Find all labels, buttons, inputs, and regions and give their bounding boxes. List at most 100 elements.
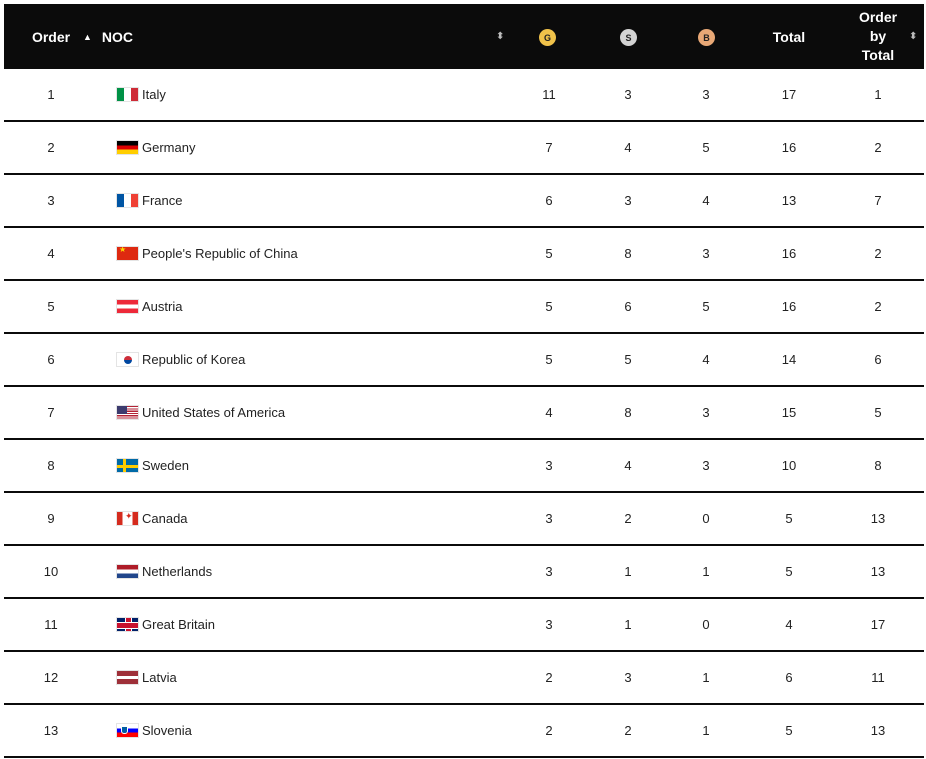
flag-netherlands-icon <box>116 564 139 579</box>
table-row: 9 Canada 3 2 0 5 13 <box>4 493 924 546</box>
column-header-order-by-total-label: Order by Total <box>848 8 908 65</box>
country-name: People's Republic of China <box>142 246 298 261</box>
cell-bronze: 1 <box>702 564 710 579</box>
cell-noc[interactable]: Great Britain <box>116 599 516 650</box>
cell-noc[interactable]: People's Republic of China <box>116 228 516 279</box>
cell-bronze: 0 <box>702 617 710 632</box>
cell-total: 5 <box>785 511 793 526</box>
cell-noc[interactable]: Austria <box>116 281 516 332</box>
cell-bronze: 5 <box>702 140 710 155</box>
bronze-medal-label: B <box>703 32 710 43</box>
country-name: Sweden <box>142 458 189 473</box>
cell-total: 15 <box>781 405 797 420</box>
cell-silver: 4 <box>624 140 632 155</box>
flag-sweden-icon <box>116 458 139 473</box>
flag-austria-icon <box>116 299 139 314</box>
cell-order: 9 <box>47 511 55 526</box>
cell-order-by-total: 5 <box>874 405 882 420</box>
country-name: Italy <box>142 87 166 102</box>
country-name: United States of America <box>142 405 286 420</box>
cell-total: 4 <box>785 617 793 632</box>
cell-bronze: 4 <box>702 352 710 367</box>
country-name: Austria <box>142 299 183 314</box>
country-name: Canada <box>142 511 188 526</box>
column-header-order[interactable]: Order <box>4 4 98 69</box>
cell-order: 13 <box>43 723 59 738</box>
cell-order-by-total: 11 <box>871 670 885 685</box>
cell-order-by-total: 8 <box>874 458 882 473</box>
cell-total: 6 <box>785 670 793 685</box>
cell-noc[interactable]: United States of America <box>116 387 516 438</box>
cell-noc[interactable]: Germany <box>116 122 516 173</box>
cell-order-by-total: 13 <box>870 723 886 738</box>
country-name: Republic of Korea <box>142 352 246 367</box>
cell-order-by-total: 1 <box>874 87 882 102</box>
sort-toggle-icon[interactable]: ⬍ <box>909 31 918 42</box>
cell-silver: 3 <box>624 193 632 208</box>
table-row: 8 Sweden 3 4 3 10 8 <box>4 440 924 493</box>
cell-noc[interactable]: France <box>116 175 516 226</box>
table-row: 3 France 6 3 4 13 7 <box>4 175 924 228</box>
cell-order: 5 <box>47 299 55 314</box>
cell-noc[interactable]: Republic of Korea <box>116 334 516 385</box>
bronze-medal-icon[interactable]: B <box>698 29 715 46</box>
cell-bronze: 3 <box>702 405 710 420</box>
cell-noc[interactable]: Netherlands <box>116 546 516 597</box>
column-header-total[interactable]: Total <box>748 4 830 69</box>
cell-order: 6 <box>47 352 55 367</box>
table-row: 6 Republic of Korea 5 5 4 14 6 <box>4 334 924 387</box>
medal-table: Order ▲ NOC ⬍ G S B Total Order by Total… <box>4 4 924 758</box>
column-header-noc[interactable]: ▲ NOC ⬍ <box>83 4 513 69</box>
gold-medal-icon[interactable]: G <box>539 29 556 46</box>
cell-silver: 1 <box>624 617 632 632</box>
column-header-order-by-total[interactable]: Order by Total ⬍ <box>837 4 919 69</box>
flag-usa-icon <box>116 405 139 420</box>
cell-order: 11 <box>44 617 58 632</box>
cell-gold: 4 <box>545 405 553 420</box>
cell-order: 3 <box>47 193 55 208</box>
cell-noc[interactable]: Canada <box>116 493 516 544</box>
silver-medal-icon[interactable]: S <box>620 29 637 46</box>
cell-gold: 5 <box>545 352 553 367</box>
column-header-total-label: Total <box>772 28 806 45</box>
cell-gold: 6 <box>545 193 553 208</box>
cell-total: 10 <box>781 458 797 473</box>
cell-noc[interactable]: Italy <box>116 69 516 120</box>
cell-order-by-total: 13 <box>870 511 886 526</box>
cell-order-by-total: 2 <box>874 140 882 155</box>
cell-noc[interactable]: Slovenia <box>116 705 516 756</box>
cell-order-by-total: 2 <box>874 299 882 314</box>
column-header-order-label: Order <box>31 28 71 45</box>
cell-bronze: 3 <box>702 87 710 102</box>
table-row: 7 United States of America 4 8 3 15 5 <box>4 387 924 440</box>
cell-order: 4 <box>47 246 55 261</box>
column-header-noc-label: NOC <box>101 28 134 45</box>
cell-order: 1 <box>47 87 55 102</box>
cell-noc[interactable]: Latvia <box>116 652 516 703</box>
cell-bronze: 5 <box>702 299 710 314</box>
cell-total: 17 <box>781 87 797 102</box>
cell-gold: 11 <box>542 87 556 102</box>
cell-silver: 2 <box>624 511 632 526</box>
sort-toggle-icon[interactable]: ⬍ <box>496 31 505 42</box>
cell-order-by-total: 2 <box>874 246 882 261</box>
cell-gold: 5 <box>545 299 553 314</box>
cell-total: 13 <box>781 193 797 208</box>
cell-order: 7 <box>47 405 55 420</box>
cell-silver: 8 <box>624 405 632 420</box>
cell-silver: 1 <box>624 564 632 579</box>
country-name: Latvia <box>142 670 177 685</box>
cell-gold: 3 <box>545 617 553 632</box>
country-name: Germany <box>142 140 196 155</box>
cell-bronze: 3 <box>702 246 710 261</box>
cell-gold: 5 <box>545 246 553 261</box>
table-row: 1 Italy 11 3 3 17 1 <box>4 69 924 122</box>
table-row: 13 Slovenia 2 2 1 5 13 <box>4 705 924 758</box>
cell-bronze: 1 <box>702 670 710 685</box>
country-name: Slovenia <box>142 723 192 738</box>
cell-noc[interactable]: Sweden <box>116 440 516 491</box>
sort-ascending-icon: ▲ <box>83 31 92 42</box>
silver-medal-label: S <box>625 32 632 43</box>
cell-order: 12 <box>43 670 59 685</box>
cell-silver: 5 <box>624 352 632 367</box>
